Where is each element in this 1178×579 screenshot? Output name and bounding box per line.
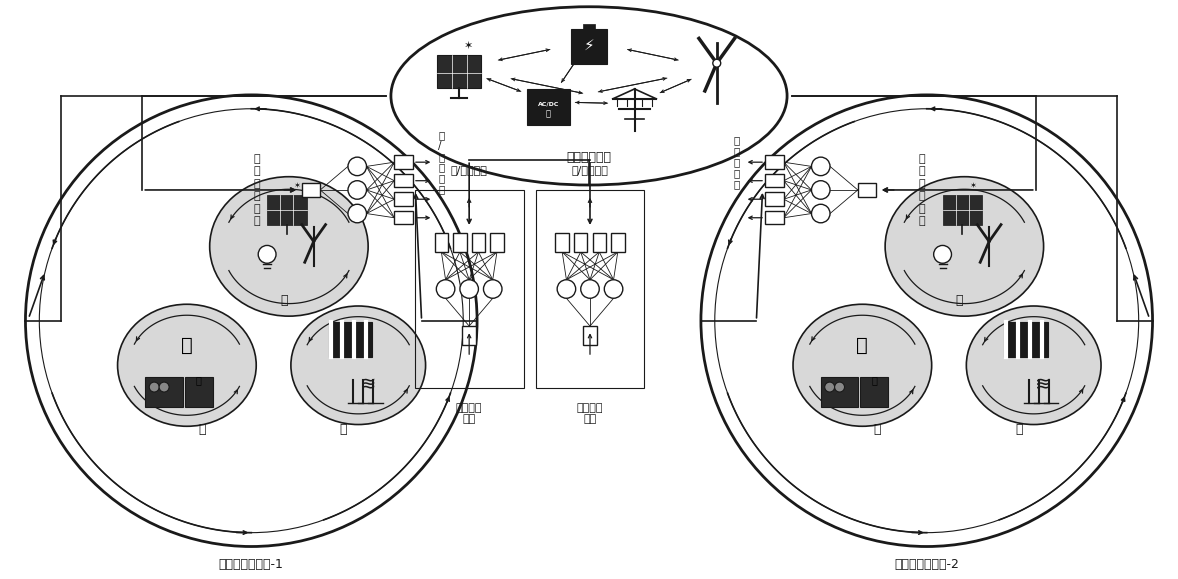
Circle shape <box>557 280 576 298</box>
Bar <box>435 233 448 252</box>
Circle shape <box>934 245 952 263</box>
Bar <box>415 190 524 388</box>
Text: 节
点
边
际
电
价: 节 点 边 际 电 价 <box>918 154 925 226</box>
Circle shape <box>713 59 721 67</box>
Ellipse shape <box>793 304 932 426</box>
Text: ✶: ✶ <box>968 182 975 191</box>
Text: ✶: ✶ <box>464 41 474 52</box>
Bar <box>185 377 213 407</box>
Text: 气: 气 <box>198 423 205 436</box>
Circle shape <box>26 95 477 547</box>
Bar <box>454 233 466 252</box>
Bar <box>527 89 570 124</box>
Text: 节点边际
电价: 节点边际 电价 <box>456 403 483 424</box>
Bar <box>766 174 783 188</box>
Bar <box>860 377 888 407</box>
Circle shape <box>835 382 845 392</box>
Text: 气: 气 <box>873 423 881 436</box>
Bar <box>395 192 412 206</box>
Ellipse shape <box>391 7 787 185</box>
Circle shape <box>459 280 478 298</box>
Circle shape <box>701 95 1152 547</box>
Text: 电: 电 <box>955 294 964 307</box>
Text: 🔥: 🔥 <box>872 375 878 385</box>
Ellipse shape <box>210 177 369 316</box>
Ellipse shape <box>966 306 1101 424</box>
Bar <box>593 233 605 252</box>
Bar <box>329 322 372 357</box>
Circle shape <box>348 181 366 199</box>
Text: 节
点
边
际
电
价: 节 点 边 际 电 价 <box>253 154 260 226</box>
Text: AC/DC: AC/DC <box>537 101 560 107</box>
Text: 电: 电 <box>280 294 287 307</box>
Circle shape <box>159 382 170 392</box>
Circle shape <box>812 157 830 175</box>
Bar <box>574 233 588 252</box>
Circle shape <box>348 157 366 175</box>
Text: ✶: ✶ <box>293 182 300 191</box>
Circle shape <box>812 181 830 199</box>
Text: 🔥: 🔥 <box>856 336 868 355</box>
Circle shape <box>258 245 276 263</box>
Text: 🔥: 🔥 <box>181 336 193 355</box>
Bar <box>611 233 624 252</box>
Bar <box>1004 322 1047 357</box>
Text: 微型能源互联网-2: 微型能源互联网-2 <box>894 558 959 571</box>
Text: ⚡: ⚡ <box>583 38 595 53</box>
Bar <box>471 233 485 252</box>
Text: 购
/
售
电
功
率: 购 / 售 电 功 率 <box>438 130 444 194</box>
Circle shape <box>604 280 623 298</box>
Bar <box>395 174 412 188</box>
Text: 热: 热 <box>339 423 348 436</box>
Text: 交直流配电网: 交直流配电网 <box>567 151 611 164</box>
Circle shape <box>150 382 159 392</box>
Text: 购/售电功率: 购/售电功率 <box>571 165 608 175</box>
Bar <box>490 233 504 252</box>
Text: 购
售
电
功
率: 购 售 电 功 率 <box>734 135 740 189</box>
Text: ～: ～ <box>545 109 551 118</box>
Bar <box>302 183 320 197</box>
Bar <box>536 190 644 388</box>
Circle shape <box>483 280 502 298</box>
Bar <box>766 192 783 206</box>
Bar <box>942 195 982 225</box>
Bar <box>858 183 876 197</box>
Circle shape <box>348 204 366 223</box>
Bar <box>571 28 607 64</box>
Bar <box>145 377 183 407</box>
Text: 🔥: 🔥 <box>196 375 201 385</box>
Bar <box>583 24 595 28</box>
Text: 微型能源互联网-1: 微型能源互联网-1 <box>219 558 284 571</box>
Circle shape <box>581 280 600 298</box>
Text: 热: 热 <box>1015 423 1023 436</box>
Bar <box>437 55 481 88</box>
Bar <box>766 155 783 169</box>
Circle shape <box>812 204 830 223</box>
Text: 购/售电功率: 购/售电功率 <box>451 165 488 175</box>
Ellipse shape <box>291 306 425 424</box>
Text: 节点边际
电价: 节点边际 电价 <box>577 403 603 424</box>
Text: ≋: ≋ <box>1035 376 1052 394</box>
Ellipse shape <box>885 177 1044 316</box>
Circle shape <box>825 382 835 392</box>
Bar <box>821 377 859 407</box>
Text: ≋: ≋ <box>360 376 376 394</box>
Bar <box>395 155 412 169</box>
Bar <box>766 211 783 225</box>
Bar <box>463 326 476 345</box>
Circle shape <box>436 280 455 298</box>
Ellipse shape <box>118 304 257 426</box>
Bar <box>583 326 597 345</box>
Bar <box>395 211 412 225</box>
Bar <box>267 195 306 225</box>
Bar <box>556 233 569 252</box>
